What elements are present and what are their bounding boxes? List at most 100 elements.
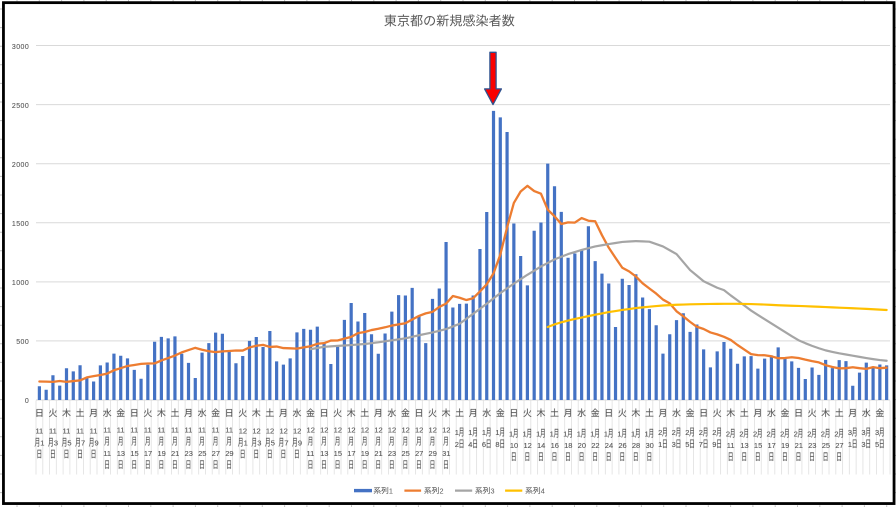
- svg-text:5: 5: [685, 440, 689, 449]
- svg-text:12: 12: [361, 426, 369, 435]
- svg-text:11: 11: [171, 426, 179, 435]
- svg-text:12: 12: [429, 426, 437, 435]
- svg-text:28: 28: [632, 441, 640, 450]
- svg-text:2: 2: [767, 429, 771, 438]
- svg-text:2: 2: [712, 428, 716, 437]
- svg-text:7: 7: [284, 438, 288, 447]
- svg-text:11: 11: [225, 426, 233, 435]
- svg-text:12: 12: [388, 426, 396, 435]
- svg-text:5: 5: [271, 438, 275, 447]
- svg-text:2: 2: [780, 429, 784, 438]
- svg-text:1: 1: [40, 438, 44, 447]
- svg-text:11: 11: [63, 427, 71, 436]
- svg-text:12: 12: [442, 426, 450, 435]
- svg-text:11: 11: [130, 426, 138, 435]
- svg-text:1: 1: [536, 429, 540, 438]
- svg-text:12: 12: [347, 426, 355, 435]
- svg-text:3: 3: [861, 428, 865, 437]
- svg-text:10: 10: [510, 441, 518, 450]
- svg-text:29: 29: [429, 449, 437, 458]
- svg-text:8: 8: [495, 440, 499, 449]
- svg-text:18: 18: [564, 441, 572, 450]
- svg-text:17: 17: [347, 449, 355, 458]
- svg-text:14: 14: [537, 441, 545, 450]
- svg-text:1: 1: [658, 440, 662, 449]
- svg-text:19: 19: [157, 449, 165, 458]
- svg-text:2: 2: [807, 429, 811, 438]
- svg-text:1: 1: [590, 429, 594, 438]
- svg-text:12: 12: [401, 426, 409, 435]
- svg-text:1: 1: [389, 486, 393, 495]
- svg-text:12: 12: [415, 426, 423, 435]
- svg-text:5: 5: [875, 440, 879, 449]
- svg-text:2: 2: [440, 486, 444, 495]
- svg-text:19: 19: [361, 449, 369, 458]
- svg-text:12: 12: [334, 426, 342, 435]
- svg-text:12: 12: [293, 427, 301, 436]
- svg-text:1: 1: [604, 429, 608, 438]
- svg-text:1000: 1000: [12, 280, 29, 287]
- svg-text:12: 12: [279, 427, 287, 436]
- svg-text:11: 11: [307, 449, 315, 458]
- svg-text:3: 3: [54, 438, 58, 447]
- svg-text:27: 27: [415, 449, 423, 458]
- svg-text:2500: 2500: [12, 103, 29, 110]
- svg-text:3: 3: [861, 440, 865, 449]
- svg-text:11: 11: [49, 427, 57, 436]
- svg-text:12: 12: [307, 426, 315, 435]
- svg-text:9: 9: [95, 438, 99, 447]
- svg-text:3: 3: [257, 438, 261, 447]
- svg-text:11: 11: [144, 426, 152, 435]
- svg-text:24: 24: [605, 441, 613, 450]
- svg-text:3: 3: [672, 440, 676, 449]
- svg-text:17: 17: [144, 449, 152, 458]
- svg-text:2: 2: [821, 429, 825, 438]
- svg-text:13: 13: [740, 441, 748, 450]
- svg-text:1: 1: [631, 429, 635, 438]
- svg-text:2: 2: [455, 440, 459, 449]
- svg-text:31: 31: [442, 449, 450, 458]
- svg-text:3000: 3000: [12, 44, 29, 51]
- svg-text:500: 500: [16, 339, 29, 346]
- svg-text:20: 20: [578, 441, 586, 450]
- svg-text:30: 30: [645, 441, 653, 450]
- svg-text:5: 5: [67, 438, 71, 447]
- svg-text:11: 11: [185, 426, 193, 435]
- svg-text:1: 1: [617, 429, 621, 438]
- svg-text:12: 12: [374, 426, 382, 435]
- svg-text:2: 2: [699, 428, 703, 437]
- svg-text:7: 7: [699, 440, 703, 449]
- svg-text:2: 2: [672, 428, 676, 437]
- svg-text:1: 1: [577, 429, 581, 438]
- svg-text:3: 3: [875, 428, 879, 437]
- svg-text:9: 9: [298, 438, 302, 447]
- svg-text:1500: 1500: [12, 221, 29, 228]
- svg-text:1: 1: [848, 440, 852, 449]
- svg-text:12: 12: [252, 427, 260, 436]
- svg-text:1: 1: [523, 429, 527, 438]
- svg-text:2: 2: [685, 428, 689, 437]
- svg-text:3: 3: [848, 428, 852, 437]
- svg-text:11: 11: [157, 426, 165, 435]
- svg-text:1: 1: [563, 429, 567, 438]
- svg-text:1: 1: [509, 429, 513, 438]
- svg-text:2: 2: [739, 429, 743, 438]
- svg-text:13: 13: [320, 449, 328, 458]
- svg-text:22: 22: [591, 441, 599, 450]
- svg-text:12: 12: [320, 426, 328, 435]
- svg-text:21: 21: [171, 449, 179, 458]
- svg-text:11: 11: [212, 426, 220, 435]
- svg-text:23: 23: [388, 449, 396, 458]
- svg-text:21: 21: [374, 449, 382, 458]
- svg-text:23: 23: [185, 449, 193, 458]
- svg-text:11: 11: [90, 427, 98, 436]
- svg-text:26: 26: [618, 441, 626, 450]
- svg-text:6: 6: [482, 440, 486, 449]
- svg-text:15: 15: [334, 449, 342, 458]
- svg-text:0: 0: [25, 398, 29, 405]
- svg-text:25: 25: [198, 449, 206, 458]
- svg-text:2000: 2000: [12, 162, 29, 169]
- svg-text:1: 1: [482, 428, 486, 437]
- svg-text:2: 2: [753, 429, 757, 438]
- svg-text:1: 1: [455, 428, 459, 437]
